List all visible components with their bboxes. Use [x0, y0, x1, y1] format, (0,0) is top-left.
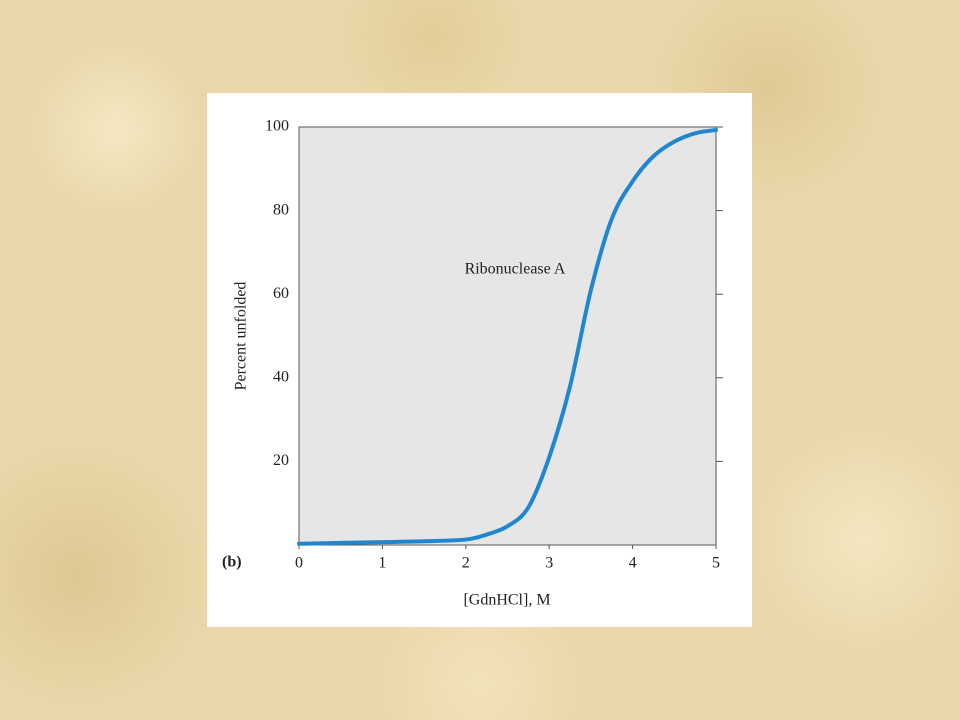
plot-area — [298, 126, 717, 546]
y-tick-label: 80 — [273, 201, 289, 218]
x-tick-label: 0 — [295, 555, 303, 572]
x-axis-label: [GdnHCl], M — [463, 592, 550, 609]
x-tick-label: 3 — [545, 555, 553, 572]
y-axis-label: Percent unfolded — [233, 282, 250, 391]
panel-label: (b) — [222, 554, 242, 571]
y-tick-label: 60 — [273, 285, 289, 302]
y-tick-label: 20 — [273, 452, 289, 469]
series-annotation: Ribonuclease A — [465, 261, 566, 278]
x-tick-label: 5 — [712, 555, 720, 572]
x-tick-label: 2 — [462, 555, 470, 572]
x-tick-label: 4 — [629, 555, 637, 572]
y-tick-label: 40 — [273, 368, 289, 385]
data-line — [297, 127, 718, 546]
x-tick-label: 1 — [378, 555, 386, 572]
y-tick-label: 100 — [265, 118, 289, 135]
